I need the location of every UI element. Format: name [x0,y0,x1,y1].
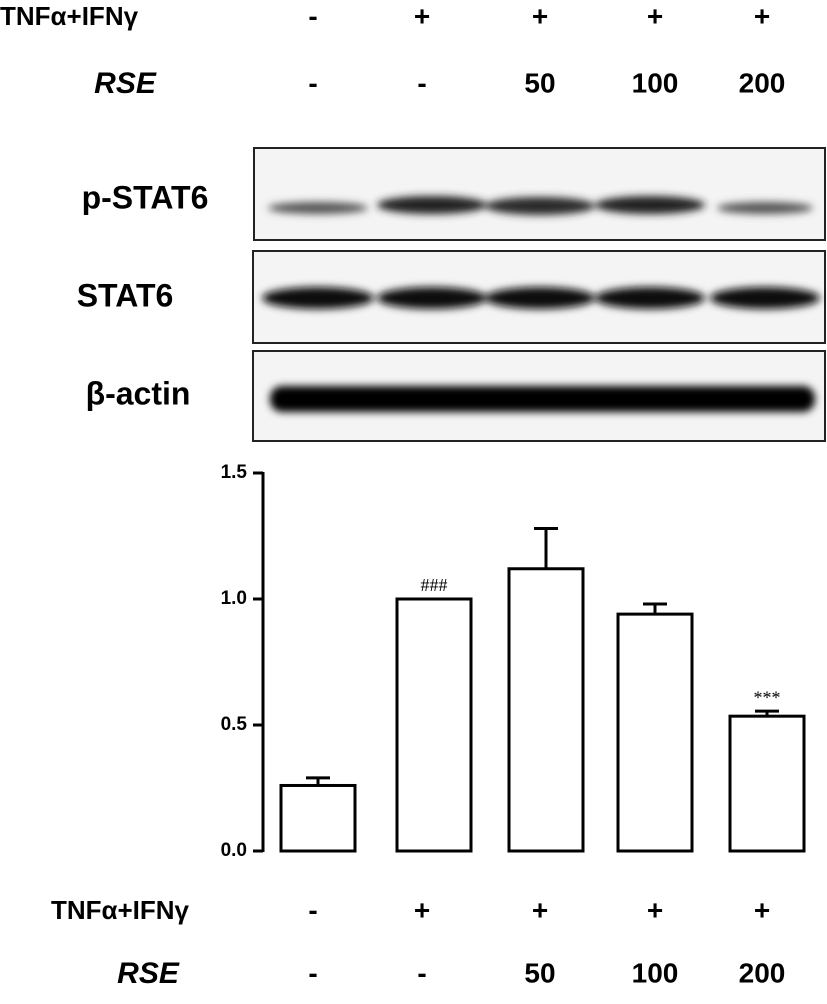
row-value: 50 [524,957,555,988]
row-label: RSE [117,957,180,990]
row-value: + [532,894,548,925]
row-value: + [414,894,430,925]
row-label: RSE [94,67,157,100]
row-label: TNFα+IFNγ [51,895,190,925]
row-value: - [308,0,317,31]
row-value: 100 [632,957,679,988]
row-value: - [417,67,426,98]
bands [262,196,820,412]
row-value: + [754,0,770,31]
row-value: 100 [632,67,679,98]
blot-frame [253,147,826,241]
row-label: TNFα+IFNγ [0,1,139,31]
y-tick-label: 0.0 [221,840,247,861]
bar [395,597,473,853]
row-value: + [414,0,430,31]
row-value: + [532,0,548,31]
annotation: ### [421,575,448,595]
row-value: + [754,894,770,925]
annotation: *** [754,687,781,707]
blot-label: p-STAT6 [82,179,209,215]
row-value: - [308,67,317,98]
row-value: 200 [739,957,786,988]
row-value: - [308,957,317,988]
row-value: + [647,0,663,31]
blot-label: β-actin [86,375,191,411]
row-value: 200 [739,67,786,98]
y-tick-label: 1.0 [221,588,247,609]
row-value: - [308,894,317,925]
row-value: + [647,894,663,925]
row-value: 50 [524,67,555,98]
y-tick-label: 0.5 [221,714,248,735]
y-tick-label: 1.5 [221,462,248,483]
bar [728,714,806,853]
bar [616,612,694,853]
row-value: - [417,957,426,988]
blot-label: STAT6 [77,277,174,313]
blot-panels [252,147,826,442]
bar [507,567,585,853]
bar [279,783,357,853]
